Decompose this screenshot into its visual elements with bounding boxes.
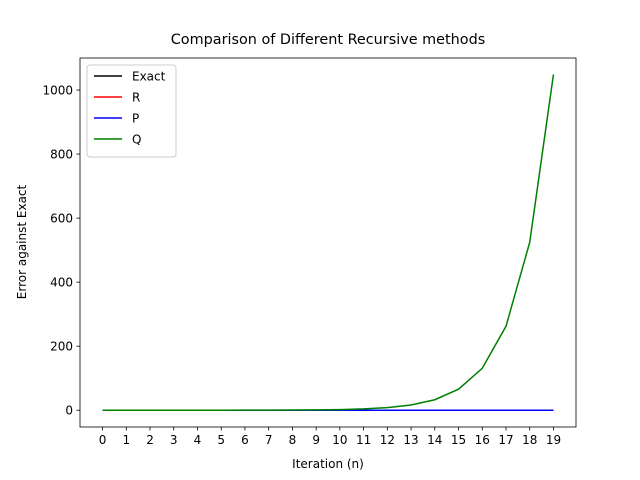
y-tick-label: 400 [50,276,73,290]
y-axis-label: Error against Exact [15,184,29,299]
x-tick-label: 17 [498,433,513,447]
series-line [102,74,555,411]
legend-label: Q [132,133,141,147]
x-tick-label: 14 [427,433,442,447]
x-axis-label: Iteration (n) [292,457,364,471]
y-tick-label: 0 [65,404,73,418]
legend-box [86,64,177,158]
x-tick-label: 13 [403,433,418,447]
legend: Exact RPQ [86,64,177,158]
y-tick-label: 600 [50,212,73,226]
x-tick-label: 15 [451,433,466,447]
x-tick-label: 19 [546,433,561,447]
x-tick-label: 11 [356,433,371,447]
legend-label: R [132,91,140,105]
axes-frame [79,57,577,428]
x-tick-label: 7 [265,433,273,447]
y-tick-label: 800 [50,148,73,162]
x-tick-label: 16 [475,433,490,447]
x-tick-label: 1 [122,433,130,447]
x-tick-label: 18 [522,433,537,447]
y-tick-label: 200 [50,340,73,354]
chart-title: Comparison of Different Recursive method… [171,32,486,48]
x-tick-label: 5 [217,433,225,447]
x-tick-label: 8 [289,433,297,447]
x-tick-label: 4 [194,433,202,447]
x-tick-label: 2 [146,433,154,447]
x-tick-label: 0 [99,433,107,447]
x-tick-label: 10 [332,433,347,447]
legend-label: Exact [132,70,166,84]
x-tick-label: 9 [312,433,320,447]
x-tick-label: 6 [241,433,249,447]
x-tick-label: 12 [380,433,395,447]
legend-label: P [132,112,139,126]
y-tick-label: 1000 [42,84,73,98]
x-tick-label: 3 [170,433,178,447]
